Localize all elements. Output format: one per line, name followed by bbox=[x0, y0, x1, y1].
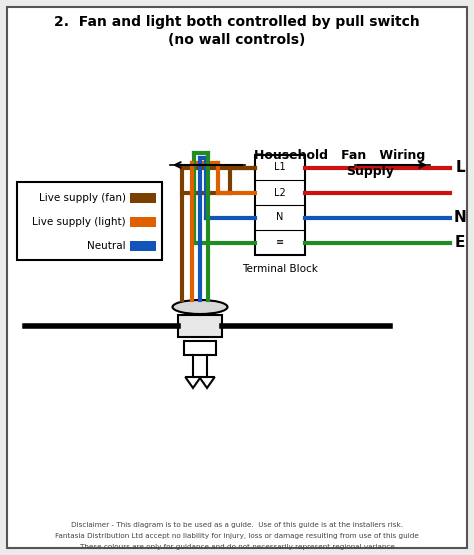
Text: Household   Fan   Wiring: Household Fan Wiring bbox=[255, 149, 426, 162]
Text: N: N bbox=[454, 210, 466, 225]
Text: 2.  Fan and light both controlled by pull switch: 2. Fan and light both controlled by pull… bbox=[54, 15, 420, 29]
Text: L2: L2 bbox=[274, 188, 286, 198]
Text: Live supply (light): Live supply (light) bbox=[32, 217, 126, 227]
Text: ≡: ≡ bbox=[276, 238, 284, 248]
Text: Fantasia Distribution Ltd accept no liability for injury, loss or damage resulti: Fantasia Distribution Ltd accept no liab… bbox=[55, 533, 419, 539]
Text: Live supply (fan): Live supply (fan) bbox=[39, 193, 126, 203]
Text: Supply: Supply bbox=[346, 165, 394, 179]
Text: E: E bbox=[455, 235, 465, 250]
Bar bbox=[255, 155, 305, 255]
Text: Neutral: Neutral bbox=[87, 241, 126, 251]
Bar bbox=[130, 241, 156, 251]
Ellipse shape bbox=[173, 300, 228, 314]
Bar bbox=[130, 217, 156, 227]
Bar bbox=[184, 341, 216, 355]
Bar bbox=[17, 182, 162, 260]
Text: Terminal Block: Terminal Block bbox=[242, 264, 318, 274]
Bar bbox=[130, 193, 156, 203]
Text: N: N bbox=[276, 213, 283, 223]
Bar bbox=[178, 315, 222, 337]
Text: Disclaimer - This diagram is to be used as a guide.  Use of this guide is at the: Disclaimer - This diagram is to be used … bbox=[71, 522, 403, 528]
Text: L: L bbox=[455, 160, 465, 175]
Text: L1: L1 bbox=[274, 163, 286, 173]
Text: These colours are only for guidance and do not necessarily represent regional va: These colours are only for guidance and … bbox=[80, 544, 394, 550]
Text: (no wall controls): (no wall controls) bbox=[168, 33, 306, 47]
